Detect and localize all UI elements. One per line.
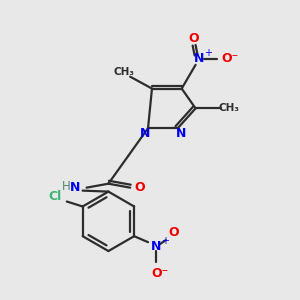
- Text: O: O: [135, 181, 146, 194]
- Text: O⁻: O⁻: [151, 267, 169, 280]
- Text: Cl: Cl: [48, 190, 62, 203]
- Text: O: O: [188, 32, 199, 44]
- Text: CH₃: CH₃: [219, 103, 240, 113]
- Text: N: N: [194, 52, 205, 65]
- Text: O: O: [168, 226, 179, 239]
- Text: N: N: [151, 240, 161, 253]
- Text: +: +: [205, 48, 212, 58]
- Text: N: N: [70, 181, 80, 194]
- Text: CH₃: CH₃: [114, 67, 135, 77]
- Text: +: +: [161, 236, 169, 246]
- Text: O⁻: O⁻: [222, 52, 239, 65]
- Text: N: N: [176, 127, 186, 140]
- Text: H: H: [61, 180, 70, 193]
- Text: N: N: [140, 127, 150, 140]
